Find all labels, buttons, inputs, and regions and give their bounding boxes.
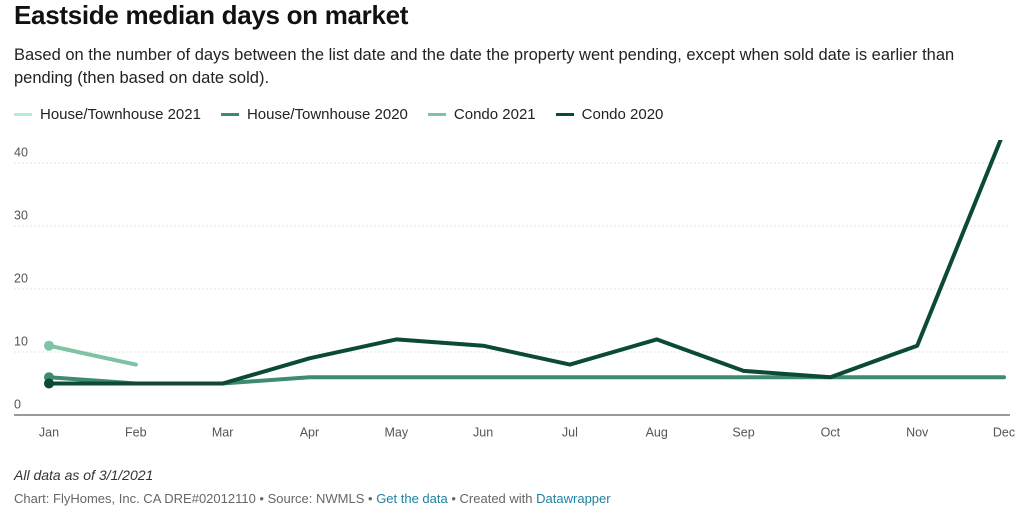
x-tick-label: Nov xyxy=(906,425,929,439)
y-tick-label: 20 xyxy=(14,271,28,285)
note: All data as of 3/1/2021 xyxy=(14,467,154,483)
x-tick-label: Feb xyxy=(125,425,147,439)
tool-link[interactable]: Datawrapper xyxy=(536,491,611,506)
legend-item: Condo 2020 xyxy=(555,106,664,123)
line xyxy=(47,140,1003,386)
x-tick-label: Mar xyxy=(212,425,234,439)
x-tick-label: Oct xyxy=(821,425,841,439)
x-tick-label: Jun xyxy=(473,425,493,439)
line xyxy=(47,343,138,367)
point xyxy=(44,340,54,351)
legend: House/Townhouse 2021 House/Townhouse 2020… xyxy=(14,106,663,123)
legend-label: Condo 2020 xyxy=(581,106,664,123)
legend-swatch xyxy=(14,113,32,116)
legend-item: House/Townhouse 2020 xyxy=(220,106,408,123)
legend-item: Condo 2021 xyxy=(427,106,536,123)
x-tick-label: Jul xyxy=(562,425,578,439)
legend-label: Condo 2021 xyxy=(453,106,536,123)
legend-swatch xyxy=(220,113,239,116)
y-tick-label: 10 xyxy=(14,334,28,348)
point xyxy=(44,378,54,389)
chart-title: Eastside median days on market xyxy=(14,0,409,30)
legend-label: House/Townhouse 2021 xyxy=(40,106,201,123)
footer: Chart: FlyHomes, Inc. CA DRE#02012110 • … xyxy=(14,491,611,506)
legend-label: House/Townhouse 2020 xyxy=(246,106,408,123)
created-with: • Created with xyxy=(451,491,533,506)
data-link[interactable]: Get the data xyxy=(376,491,448,506)
x-tick-label: Sep xyxy=(732,425,754,439)
chart-subtitle: Based on the number of days between the … xyxy=(14,46,955,87)
x-tick-label: Dec xyxy=(993,425,1015,439)
legend-swatch xyxy=(427,113,446,116)
x-tick-label: Apr xyxy=(300,425,319,439)
x-tick-label: May xyxy=(384,425,408,439)
legend-swatch xyxy=(555,113,574,116)
legend-item: House/Townhouse 2021 xyxy=(14,106,201,123)
y-tick-label: 40 xyxy=(14,145,28,159)
chart: 0 10 20 30 40 Jan Feb Mar Apr May Jun Jul Aug Sep Oct N… xyxy=(14,140,1015,439)
y-tick-label: 0 xyxy=(14,397,21,411)
x-tick-label: Aug xyxy=(646,425,668,439)
credit: Chart: FlyHomes, Inc. CA DRE#02012110 • … xyxy=(14,491,373,506)
x-tick-label: Jan xyxy=(39,425,59,439)
y-tick-label: 30 xyxy=(14,208,28,222)
